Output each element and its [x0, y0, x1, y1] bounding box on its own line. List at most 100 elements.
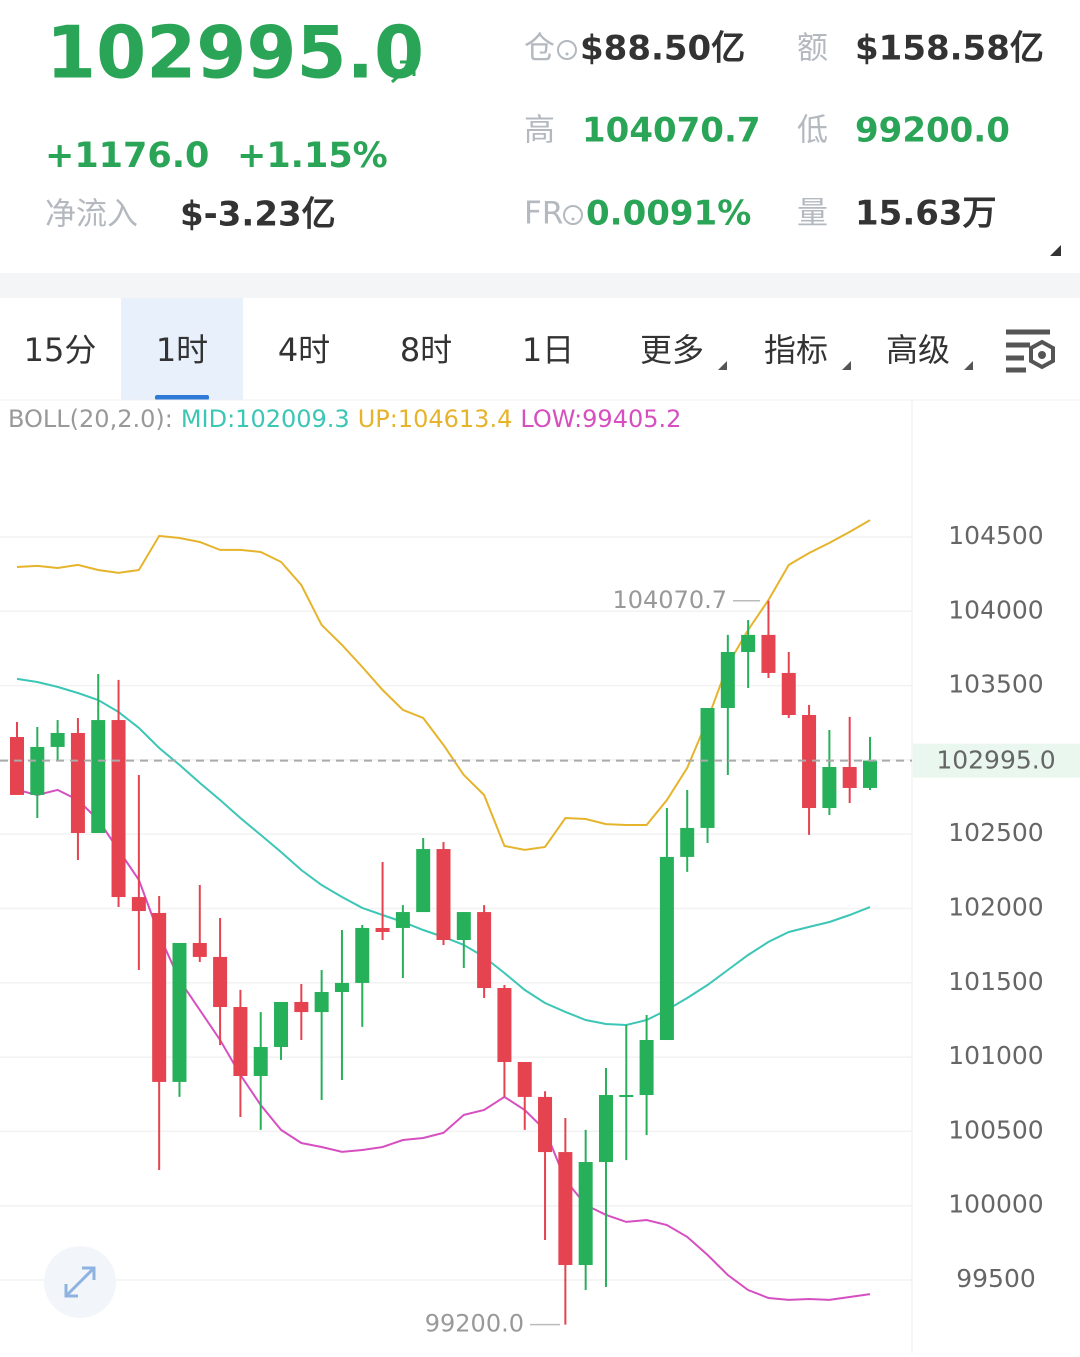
tab[interactable]: 高级	[886, 331, 950, 369]
tab[interactable]: 8时	[400, 331, 452, 369]
plot: 102995.0 104070.7 99200.0	[0, 519, 1080, 1338]
help-icon-dot	[571, 217, 575, 221]
candle-body	[253, 1046, 268, 1076]
candle-body	[395, 912, 410, 928]
stat-value: 15.63万	[855, 194, 997, 234]
stat-label: 高	[524, 113, 555, 149]
y-tick-label: 100500	[948, 1115, 1043, 1144]
stat-value: 104070.7	[582, 111, 761, 151]
stat-label: 量	[797, 196, 828, 232]
candle-body	[639, 1040, 654, 1096]
stat-value: $158.58亿	[855, 29, 1044, 69]
candle-body	[659, 856, 674, 1041]
stat-label: FR	[524, 196, 563, 232]
settings-lines	[1006, 329, 1050, 373]
candle-body	[30, 746, 45, 795]
tab[interactable]: 1时	[156, 331, 208, 369]
candle-body	[538, 1096, 553, 1153]
tab[interactable]: 4时	[278, 331, 330, 369]
candle-body	[10, 736, 24, 795]
net-inflow-label: 净流入	[45, 197, 138, 233]
y-tick-label: 103500	[948, 670, 1043, 699]
corner-triangle	[1050, 245, 1061, 256]
candle-body	[741, 634, 756, 652]
y-tick-label: 102000	[948, 892, 1043, 921]
settings-hex	[1029, 339, 1055, 370]
candle-body	[680, 827, 695, 857]
candle-body	[274, 1001, 289, 1047]
tabs: 15分 1时 4时 8时 1日 更多 指标 高级	[24, 331, 950, 369]
current-price-tag	[913, 743, 1080, 778]
candle-body	[50, 732, 65, 747]
y-tick-label: 101000	[948, 1041, 1043, 1070]
candle-body	[294, 1001, 309, 1013]
settings-icon[interactable]	[1006, 329, 1055, 373]
stat-value: 0.0091%	[586, 194, 751, 234]
tab[interactable]: 指标	[764, 331, 828, 369]
current-price-label: 102995.0	[936, 746, 1055, 775]
candle-body	[314, 992, 329, 1013]
y-tick-label: 100000	[948, 1190, 1043, 1219]
y-tick-label: 99500	[956, 1264, 1036, 1293]
y-tick-label: 101500	[948, 967, 1043, 996]
tab[interactable]: 更多	[640, 331, 704, 369]
selected-tab-underline	[155, 395, 209, 400]
boll-legend: MID:102009.3	[181, 405, 350, 433]
candle-body	[416, 849, 431, 913]
boll-legend: UP:104613.4	[358, 405, 513, 433]
candle-body	[598, 1095, 613, 1163]
stat-label: 低	[797, 113, 828, 149]
candle-body	[822, 767, 837, 809]
candle-body	[558, 1152, 573, 1266]
candle-body	[761, 634, 776, 673]
candle-body	[578, 1162, 593, 1266]
settings-dot	[1038, 351, 1046, 359]
candle-body	[355, 927, 370, 983]
price: 102995.0	[46, 11, 424, 95]
candle-body	[863, 760, 877, 788]
up-arrow	[390, 60, 416, 84]
separator	[0, 273, 1080, 298]
annotation-label: 99200.0	[425, 1310, 524, 1338]
candle-body	[233, 1007, 248, 1076]
candle-body	[131, 897, 146, 912]
annotation-label: 104070.7	[612, 586, 727, 614]
stat-label: 仓	[524, 31, 555, 67]
candle-body	[781, 672, 796, 715]
tab[interactable]: 1日	[522, 331, 574, 369]
candle-body	[477, 912, 492, 988]
candle-body	[375, 927, 390, 932]
candle-body	[152, 912, 167, 1082]
candle-body	[497, 987, 512, 1063]
y-tick-label: 104500	[948, 521, 1043, 550]
candle-body	[619, 1095, 634, 1098]
candle-body	[720, 651, 735, 709]
stat-label: 额	[797, 31, 828, 67]
stat-value: $88.50亿	[580, 29, 745, 69]
candle-body	[70, 732, 85, 833]
candle-body	[213, 956, 228, 1008]
candle-body	[517, 1062, 532, 1097]
boll-legend: LOW:99405.2	[520, 405, 681, 433]
change: +1176.0	[45, 136, 209, 176]
grid: 1045001040001035001030001025001020001015…	[0, 521, 1044, 1293]
help-icon-dot	[565, 52, 569, 56]
tab[interactable]: 15分	[24, 331, 97, 369]
boll-label: BOLL(20,2.0):	[8, 405, 173, 433]
help-icon[interactable]	[563, 205, 583, 225]
candle-body	[192, 942, 207, 957]
candle-body	[456, 912, 471, 940]
y-tick-label: 104000	[948, 595, 1043, 624]
candle-body	[172, 942, 187, 1082]
expand-icon	[64, 1266, 96, 1298]
candle-body	[842, 767, 857, 788]
candle-body	[700, 708, 715, 828]
net-inflow: $-3.23亿	[180, 195, 336, 235]
candle-body	[111, 720, 126, 898]
help-icon[interactable]	[557, 40, 577, 60]
candle-body	[91, 720, 106, 833]
y-tick-label: 102500	[948, 818, 1043, 847]
change-pct: +1.15%	[237, 136, 388, 176]
candle-body	[334, 982, 349, 993]
